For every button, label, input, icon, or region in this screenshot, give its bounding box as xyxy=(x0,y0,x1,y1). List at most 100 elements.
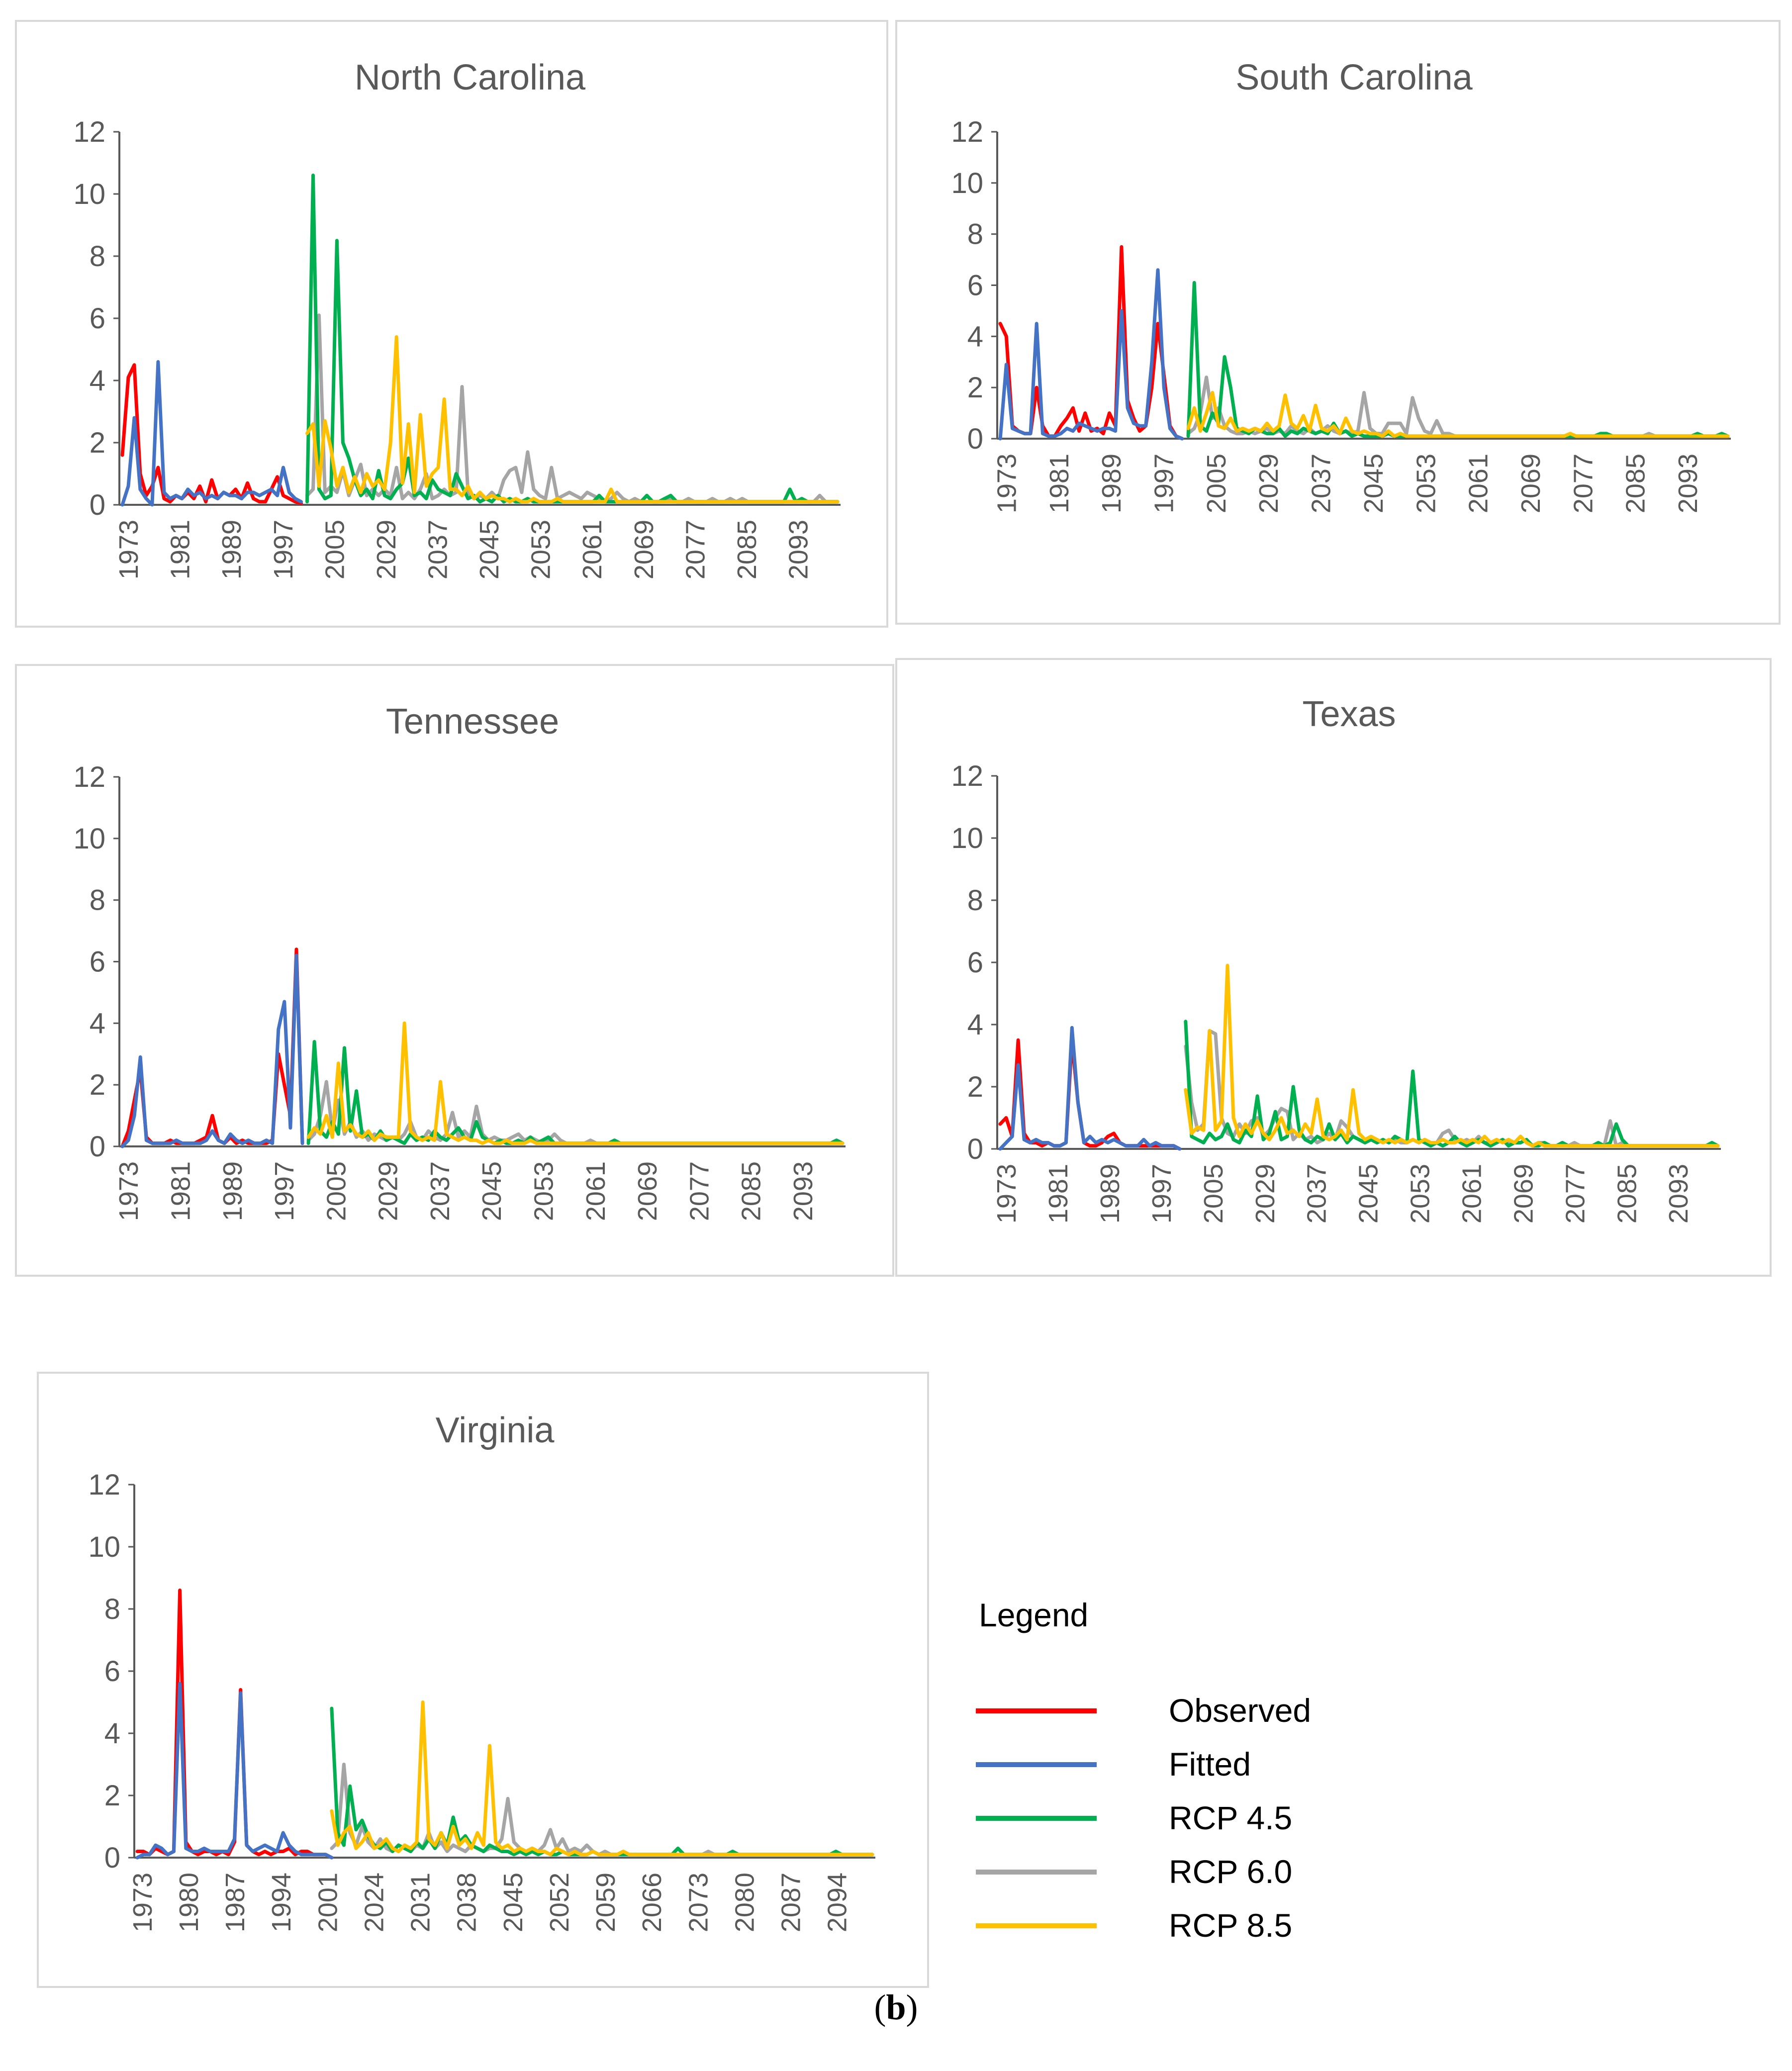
x-tick-label: 2093 xyxy=(783,520,813,579)
x-tick-label: 2093 xyxy=(1673,454,1703,513)
x-tick-label: 2053 xyxy=(1411,454,1441,513)
x-tick-label: 1989 xyxy=(217,520,247,579)
series-line-rcp85 xyxy=(305,335,840,504)
y-tick-label: 4 xyxy=(90,365,105,397)
figure-caption: (b) xyxy=(0,1987,1792,2028)
x-tick-label: 2087 xyxy=(776,1873,806,1932)
x-tick-label: 1989 xyxy=(218,1161,248,1221)
x-tick-label: 1997 xyxy=(1149,454,1179,513)
chart-title: South Carolina xyxy=(1235,58,1473,97)
x-tick-label: 1973 xyxy=(114,1161,144,1221)
x-tick-label: 2029 xyxy=(1250,1164,1280,1224)
x-tick-label: 2061 xyxy=(577,520,607,579)
x-tick-label: 2005 xyxy=(321,1161,351,1221)
y-tick-label: 4 xyxy=(967,320,983,353)
x-tick-label: 2059 xyxy=(591,1873,621,1932)
x-tick-label: 2069 xyxy=(633,1161,662,1221)
series-line-fitted xyxy=(998,268,1184,441)
x-tick-label: 2061 xyxy=(1464,454,1494,513)
x-tick-label: 2093 xyxy=(1664,1164,1694,1224)
x-tick-label: 2053 xyxy=(529,1161,559,1221)
y-tick-label: 10 xyxy=(73,823,105,855)
legend: Legend Observed Fitted RCP 4.5 RCP 6.0 RCP 8.… xyxy=(976,1597,1311,1944)
x-tick-label: 2085 xyxy=(1612,1164,1642,1224)
caption-open-paren: ( xyxy=(874,1987,886,2027)
y-tick-label: 6 xyxy=(90,946,105,978)
x-tick-label: 1997 xyxy=(269,520,298,579)
y-tick-label: 2 xyxy=(90,1069,105,1101)
x-tick-label: 2061 xyxy=(1457,1164,1487,1224)
x-tick-label: 2052 xyxy=(545,1873,574,1932)
x-tick-label: 2077 xyxy=(1568,454,1598,513)
y-tick-label: 6 xyxy=(104,1655,120,1688)
x-tick-label: 1994 xyxy=(267,1873,296,1932)
x-tick-label: 2005 xyxy=(1199,1164,1228,1224)
x-tick-label: 1989 xyxy=(1095,1164,1125,1224)
x-tick-label: 2066 xyxy=(637,1873,667,1932)
legend-label-rcp85: RCP 8.5 xyxy=(1169,1907,1292,1944)
legend-title: Legend xyxy=(979,1597,1088,1633)
x-tick-label: 2073 xyxy=(683,1873,713,1932)
y-tick-label: 2 xyxy=(967,372,983,404)
chart-title: Texas xyxy=(1302,694,1396,734)
x-tick-label: 2053 xyxy=(526,520,556,579)
x-tick-label: 2029 xyxy=(372,520,401,579)
y-tick-label: 4 xyxy=(967,1009,983,1041)
x-tick-label: 1981 xyxy=(1044,454,1074,513)
y-tick-label: 6 xyxy=(90,302,105,335)
y-tick-label: 0 xyxy=(104,1842,120,1874)
chart-border xyxy=(15,664,894,1277)
y-tick-label: 8 xyxy=(967,884,983,917)
chart-title: Tennessee xyxy=(386,702,559,742)
y-tick-label: 8 xyxy=(90,884,105,917)
x-tick-label: 2077 xyxy=(680,520,710,579)
y-tick-label: 10 xyxy=(73,178,105,210)
series-line-fitted xyxy=(120,953,304,1148)
x-tick-label: 2038 xyxy=(452,1873,482,1932)
y-tick-label: 12 xyxy=(951,116,983,148)
x-tick-label: 1987 xyxy=(220,1873,250,1932)
x-tick-label: 2037 xyxy=(425,1161,455,1221)
y-tick-label: 12 xyxy=(951,760,983,792)
caption-close-paren: ) xyxy=(906,1987,918,2027)
y-tick-label: 0 xyxy=(967,423,983,455)
x-tick-label: 2045 xyxy=(498,1873,528,1932)
y-tick-label: 6 xyxy=(967,270,983,302)
x-tick-label: 2001 xyxy=(313,1873,343,1932)
x-tick-label: 1980 xyxy=(174,1873,204,1932)
y-tick-label: 4 xyxy=(90,1007,105,1039)
chart-texas: Texas 0 2 4 6 8 10 12 1973 1981 1989 1997 2005 2029 20… xyxy=(895,658,1772,1277)
legend-label-rcp60: RCP 6.0 xyxy=(1169,1853,1292,1890)
x-tick-label: 2069 xyxy=(1516,454,1546,513)
series-line-fitted xyxy=(120,360,303,507)
x-tick-label: 2037 xyxy=(1307,454,1336,513)
x-tick-label: 2061 xyxy=(581,1161,611,1221)
y-tick-label: 10 xyxy=(951,822,983,854)
y-tick-label: 10 xyxy=(88,1531,120,1563)
chart-tennessee: Tennessee 0 2 4 6 8 10 12 1973 1981 1989 1997 2005 20… xyxy=(15,664,894,1277)
chart-north-carolina: North Carolina 0 2 4 6 8 10 12 1973 1981 1989 1997 2… xyxy=(15,20,888,628)
x-tick-label: 2069 xyxy=(629,520,659,579)
x-tick-label: 2069 xyxy=(1509,1164,1538,1224)
x-tick-label: 2045 xyxy=(477,1161,507,1221)
series-line-rcp85 xyxy=(306,1021,845,1145)
x-tick-label: 1997 xyxy=(270,1161,299,1221)
chart-south-carolina: South Carolina 0 2 4 6 8 10 12 1973 1981 1989 1997 2… xyxy=(895,20,1781,625)
x-tick-label: 2080 xyxy=(730,1873,759,1932)
series-line-fitted xyxy=(998,1026,1182,1151)
y-tick-label: 0 xyxy=(90,1130,105,1163)
x-tick-label: 2031 xyxy=(406,1873,436,1932)
y-tick-label: 0 xyxy=(967,1133,983,1165)
y-tick-label: 8 xyxy=(967,218,983,251)
x-tick-label: 1997 xyxy=(1147,1164,1177,1224)
x-tick-label: 2085 xyxy=(1621,454,1651,513)
x-tick-label: 1973 xyxy=(128,1873,158,1932)
y-tick-label: 4 xyxy=(104,1717,120,1750)
x-tick-label: 2029 xyxy=(1254,454,1284,513)
x-tick-label: 2093 xyxy=(788,1161,818,1221)
x-tick-label: 2037 xyxy=(1302,1164,1332,1224)
series-line-rcp85 xyxy=(330,1700,874,1857)
caption-letter: b xyxy=(886,1987,906,2027)
y-tick-label: 6 xyxy=(967,946,983,979)
